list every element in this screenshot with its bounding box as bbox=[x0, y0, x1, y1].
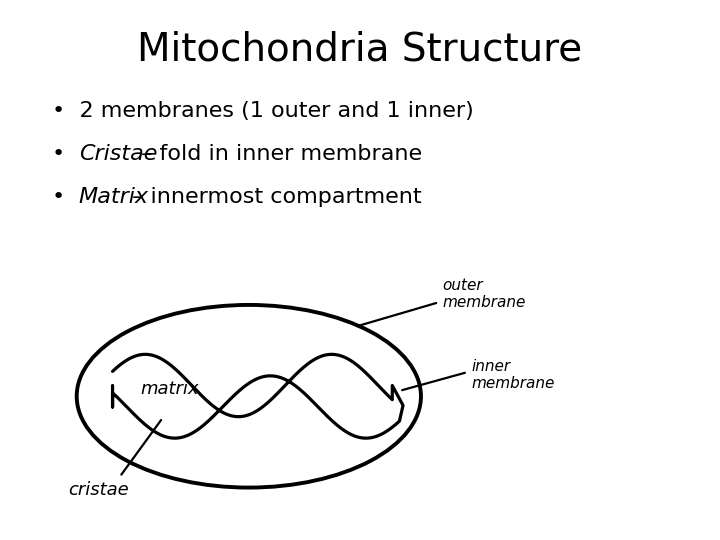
Text: – innermost compartment: – innermost compartment bbox=[125, 187, 422, 207]
Text: Matrix: Matrix bbox=[79, 187, 149, 207]
Text: Cristae: Cristae bbox=[79, 144, 158, 164]
Text: •: • bbox=[52, 144, 79, 164]
Text: •  2 membranes (1 outer and 1 inner): • 2 membranes (1 outer and 1 inner) bbox=[52, 101, 473, 121]
Text: matrix: matrix bbox=[140, 380, 199, 399]
Text: outer
membrane: outer membrane bbox=[443, 278, 526, 310]
Text: inner
membrane: inner membrane bbox=[471, 359, 554, 391]
Text: – fold in inner membrane: – fold in inner membrane bbox=[134, 144, 422, 164]
Text: Mitochondria Structure: Mitochondria Structure bbox=[138, 31, 582, 69]
Text: •: • bbox=[52, 187, 79, 207]
Text: cristae: cristae bbox=[68, 481, 129, 500]
